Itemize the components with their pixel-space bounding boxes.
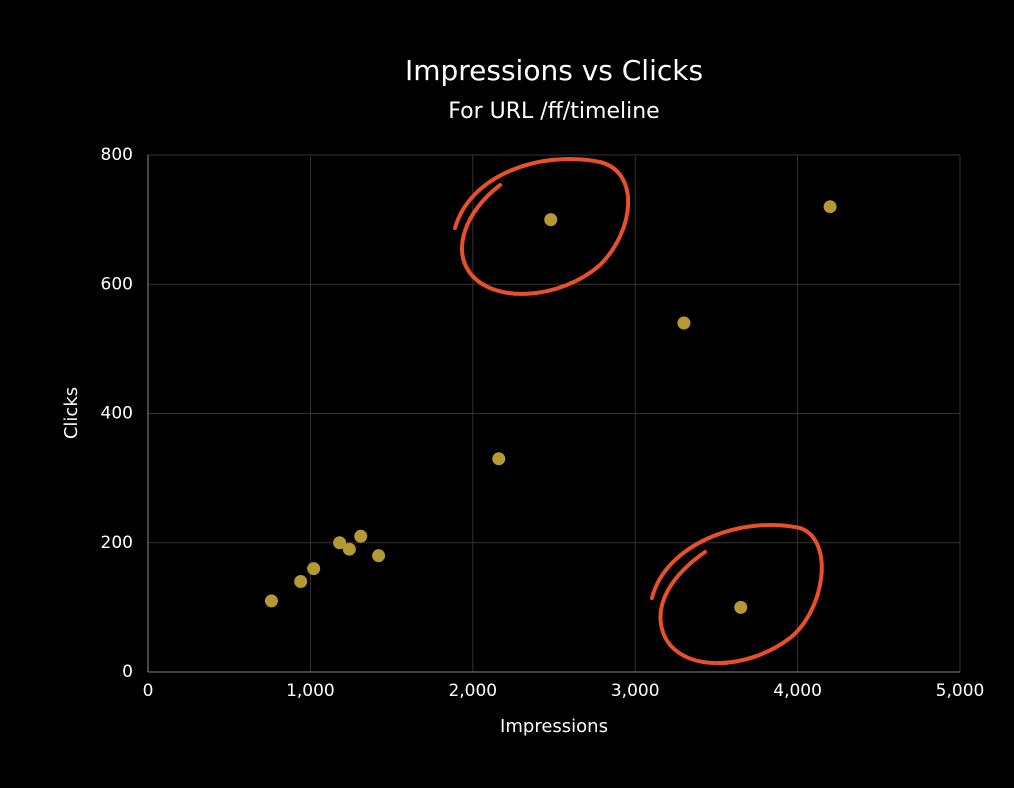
x-tick-label: 4,000 (773, 681, 822, 701)
x-tick-label: 2,000 (448, 681, 497, 701)
plot-area: 0 200 400 600 800 0 1,000 2,000 3,000 4,000 5,000 (101, 145, 985, 701)
y-axis-label: Clicks (61, 387, 82, 439)
scatter-point (372, 549, 386, 563)
scatter-point (333, 536, 347, 550)
scatter-point (492, 452, 506, 466)
y-tick-label: 400 (101, 404, 133, 424)
scatter-point (354, 529, 368, 543)
y-tick-label: 600 (101, 274, 133, 294)
scatter-point (677, 316, 691, 330)
x-tick-label: 5,000 (936, 681, 985, 701)
scatter-point (544, 213, 558, 227)
annotation-circle (453, 157, 631, 296)
scatter-point (734, 600, 748, 614)
y-tick-label: 0 (122, 662, 133, 682)
annotation-circle (650, 523, 824, 666)
scatter-point (342, 542, 356, 556)
x-tick-label: 1,000 (286, 681, 335, 701)
scatter-point (307, 562, 321, 576)
scatter-point (823, 200, 837, 214)
scatter-point (294, 575, 308, 589)
y-tick-label: 800 (101, 145, 133, 165)
y-tick-label: 200 (101, 533, 133, 553)
x-axis-label: Impressions (500, 716, 608, 737)
x-tick-label: 0 (143, 681, 154, 701)
chart-subtitle: For URL /ff/timeline (448, 99, 659, 124)
chart-title: Impressions vs Clicks (405, 54, 703, 87)
scatter-point (264, 594, 278, 608)
x-tick-label: 3,000 (611, 681, 660, 701)
